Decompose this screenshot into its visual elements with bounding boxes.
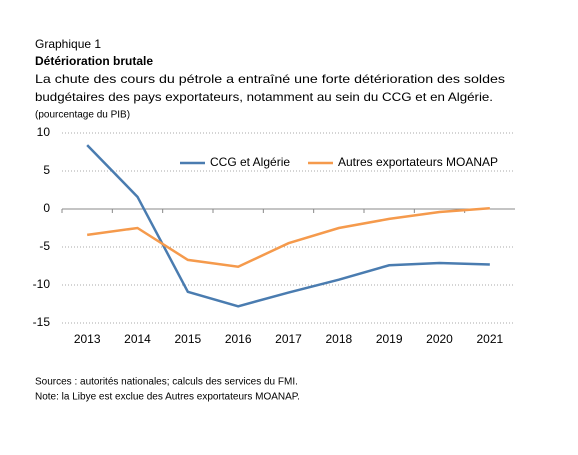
x-tick-label: 2014 <box>124 332 151 346</box>
y-tick-label: 0 <box>43 201 50 215</box>
x-tick-label: 2019 <box>376 332 403 346</box>
line-series <box>86 144 490 308</box>
x-tick-label: 2017 <box>275 332 302 346</box>
y-tick-label: 5 <box>43 163 50 177</box>
x-tick-label: 2021 <box>476 332 503 346</box>
y-tick-label: 10 <box>37 125 51 139</box>
x-tick-label: 2013 <box>74 332 101 346</box>
x-tick-label: 2015 <box>174 332 201 346</box>
legend-label: CCG et Algérie <box>210 155 290 169</box>
note: Note: la Libye est exclue des Autres exp… <box>35 392 300 403</box>
y-tick-label: -5 <box>39 239 50 253</box>
legend-label: Autres exportateurs MOANAP <box>338 155 498 169</box>
y-axis-label: (pourcentage du PIB) <box>35 110 130 121</box>
y-tick-label: -10 <box>33 277 51 291</box>
y-tick-label: -15 <box>33 315 51 329</box>
line-series <box>86 206 490 269</box>
x-tick-label: 2020 <box>426 332 453 346</box>
chart-label: Graphique 1 <box>35 37 101 51</box>
chart-subtitle: La chute des cours du pétrole a entraîné… <box>35 72 505 86</box>
note: Sources : autorités nationales; calculs … <box>35 377 298 388</box>
chart-title: Détérioration brutale <box>35 54 153 68</box>
x-tick-label: 2018 <box>325 332 352 346</box>
chart-subtitle: budgétaires des pays exportateurs, notam… <box>35 90 493 104</box>
x-tick-label: 2016 <box>225 332 252 346</box>
